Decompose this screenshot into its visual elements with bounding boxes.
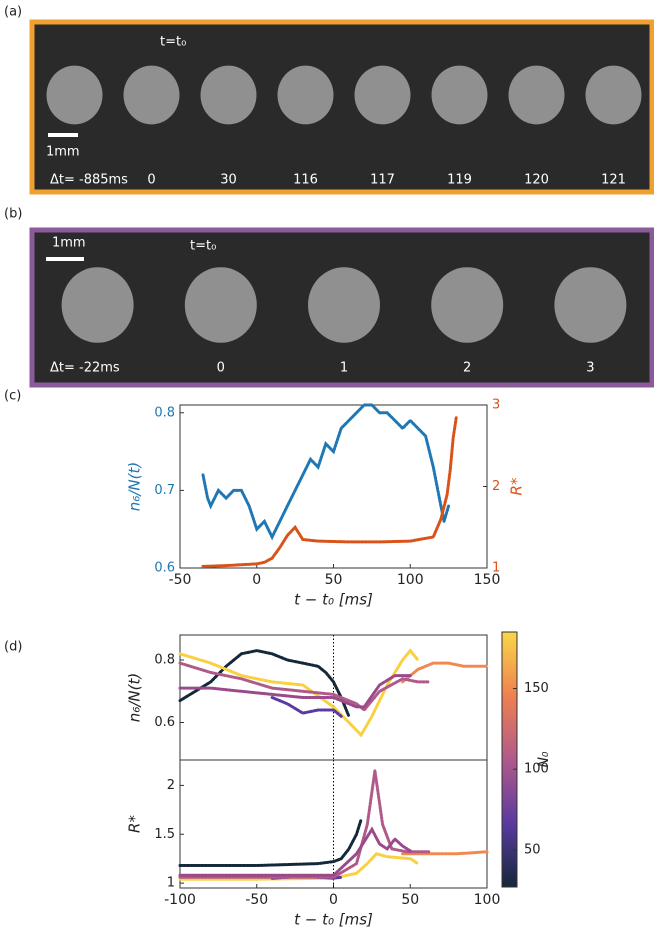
cluster [554, 267, 627, 343]
series-line [178, 674, 412, 709]
time-label: t=t₀ [160, 35, 186, 50]
series-line [178, 770, 431, 879]
time-label: 116 [293, 173, 318, 188]
x-tick-label: 0 [252, 572, 261, 588]
x-axis-label: t − t₀ [ms] [294, 911, 373, 929]
x-tick-label: -100 [164, 892, 196, 908]
y-tick-label: 0.8 [154, 405, 175, 420]
series-line [270, 696, 343, 718]
series-line [201, 415, 458, 568]
y-tick-label: 2 [167, 778, 175, 793]
x-tick-label: -50 [245, 892, 268, 908]
y2-tick-label: 3 [492, 398, 500, 413]
scale-bar [48, 133, 78, 137]
time-label: 119 [447, 173, 472, 188]
cluster [308, 267, 380, 343]
cluster [431, 267, 504, 343]
panel-label: (b) [4, 207, 22, 222]
time-label: Δt= -885ms [50, 173, 128, 188]
colorbar-tick-label: 100 [524, 762, 549, 777]
series-line [401, 661, 489, 684]
y-tick-label: 1.5 [154, 827, 175, 842]
x-tick-label: 100 [397, 572, 424, 588]
y-tick-label: 0.6 [154, 715, 175, 730]
y2-tick-label: 1 [492, 561, 500, 576]
plot-frame [179, 404, 488, 569]
time-label: 1 [340, 361, 348, 376]
panel-label: (d) [4, 640, 22, 655]
time-label: 121 [601, 173, 626, 188]
x-tick-label: -50 [169, 572, 192, 588]
time-label: 120 [524, 173, 549, 188]
series-line [178, 818, 363, 867]
series-line [401, 850, 489, 856]
x-axis-label: t − t₀ [ms] [294, 591, 373, 609]
cluster [508, 65, 565, 125]
scale-bar [46, 257, 84, 261]
colorbar-label: N₀ [536, 751, 552, 767]
x-tick-label: 50 [325, 572, 343, 588]
time-label: Δt= -22ms [50, 361, 120, 376]
colorbar-tick-label: 50 [524, 842, 541, 857]
x-tick-label: 150 [474, 572, 501, 588]
cluster [431, 65, 488, 125]
x-tick-label: 100 [474, 892, 501, 908]
y2-tick-label: 2 [492, 479, 500, 494]
cluster [61, 267, 134, 343]
series-line [178, 826, 412, 877]
x-tick-label: 50 [401, 892, 419, 908]
time-label: t=t₀ [190, 239, 216, 254]
y-tick-label: 0.6 [154, 561, 175, 576]
time-label: 0 [147, 173, 155, 188]
y-axis-label: n₆/N(t) [126, 673, 144, 722]
series-line [178, 648, 420, 738]
cluster [123, 65, 180, 125]
y-axis-label: R* [126, 815, 144, 833]
panel-label: (c) [4, 389, 21, 404]
time-label: 3 [586, 361, 594, 376]
panel-label: (a) [4, 5, 22, 20]
colorbar [501, 631, 518, 888]
scale-label: 1mm [46, 145, 80, 160]
cluster [46, 65, 103, 125]
time-label: 117 [370, 173, 395, 188]
y-tick-label: 0.7 [154, 483, 175, 498]
series-line [201, 403, 451, 541]
time-label: 0 [217, 361, 225, 376]
colorbar-tick-label: 150 [524, 681, 549, 696]
cluster [354, 65, 411, 125]
cluster [585, 65, 642, 125]
cluster [277, 65, 334, 125]
time-label: 30 [220, 173, 237, 188]
y-axis-label: n₆/N(t) [126, 462, 144, 511]
cluster [184, 267, 257, 343]
y-tick-label: 1 [167, 876, 175, 891]
x-tick-label: 0 [329, 892, 338, 908]
series-line [178, 661, 431, 713]
y-tick-label: 0.8 [154, 653, 175, 668]
y2-axis-label: R* [508, 477, 526, 495]
scale-label: 1mm [52, 236, 86, 251]
time-label: 2 [463, 361, 471, 376]
series-line [178, 649, 351, 718]
cluster [200, 65, 257, 125]
